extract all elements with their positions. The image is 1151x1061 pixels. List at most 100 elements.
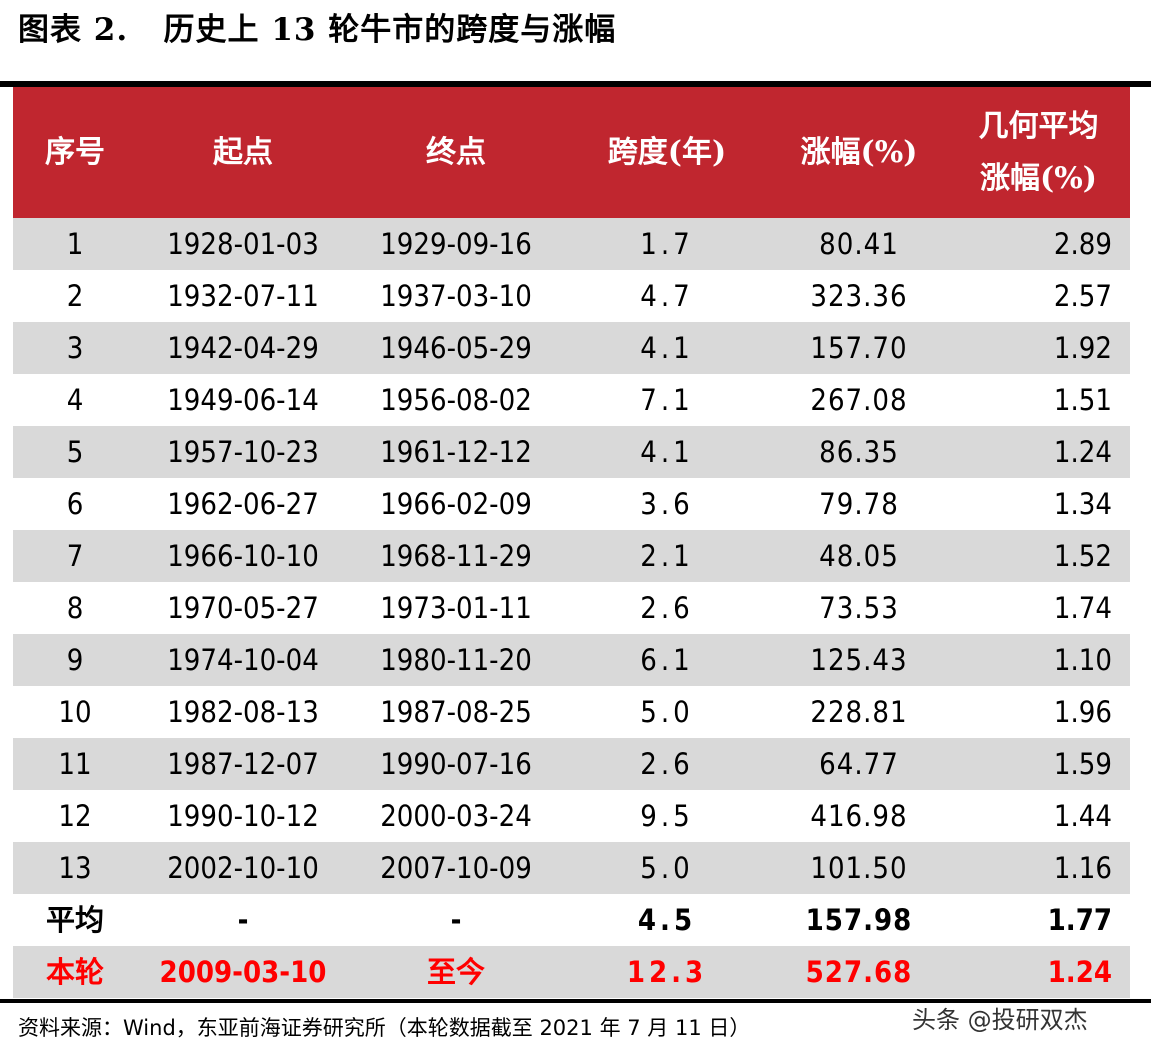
cell-geo-mean-pct: 1.52 <box>1053 539 1112 573</box>
cell-span-years: 3.6 <box>640 487 694 521</box>
cell-index: 本轮 <box>45 955 104 989</box>
cell-end-date: 1966-02-09 <box>380 487 532 521</box>
cell-span-years: 4.1 <box>640 331 694 365</box>
cell-gain-pct: 125.43 <box>810 643 908 677</box>
table-row: 4 1949-06-14 1956-08-02 7.1 267.08 1.51 <box>13 374 1130 426</box>
table-header: 序号 起点 终点 跨度(年) 涨幅(%) 几何平均 涨幅(%) <box>13 87 1130 218</box>
watermark: 头条 @投研双杰 <box>912 1006 1088 1034</box>
cell-start-date: 2009-03-10 <box>159 955 327 989</box>
cell-geo-mean-pct: 1.96 <box>1053 695 1112 729</box>
cell-index: 12 <box>58 799 92 833</box>
table-row: 8 1970-05-27 1973-01-11 2.6 73.53 1.74 <box>13 582 1130 634</box>
cell-start-date: 1966-10-10 <box>167 539 319 573</box>
cell-end-date: - <box>450 903 462 937</box>
cell-span-years: 4.7 <box>640 279 694 313</box>
cell-index: 13 <box>58 851 92 885</box>
cell-index: 6 <box>66 487 84 521</box>
table-row: 13 2002-10-10 2007-10-09 5.0 101.50 1.16 <box>13 842 1130 894</box>
cell-index: 1 <box>66 227 84 261</box>
figure-title: 图表 2. 历史上 13 轮牛市的跨度与涨幅 <box>18 12 617 48</box>
table-row: 5 1957-10-23 1961-12-12 4.1 86.35 1.24 <box>13 426 1130 478</box>
header-index: 序号 <box>45 134 105 170</box>
cell-span-years: 7.1 <box>640 383 694 417</box>
cell-gain-pct: 267.08 <box>810 383 908 417</box>
cell-start-date: 1962-06-27 <box>167 487 319 521</box>
cell-span-years: 2.6 <box>640 747 694 781</box>
cell-end-date: 1929-09-16 <box>380 227 532 261</box>
cell-span-years: 2.6 <box>640 591 694 625</box>
cell-geo-mean-pct: 1.92 <box>1053 331 1112 365</box>
table-row: 7 1966-10-10 1968-11-29 2.1 48.05 1.52 <box>13 530 1130 582</box>
cell-geo-mean-pct: 1.34 <box>1053 487 1112 521</box>
table-row: 12 1990-10-12 2000-03-24 9.5 416.98 1.44 <box>13 790 1130 842</box>
cell-span-years: 1.7 <box>640 227 694 261</box>
cell-index: 9 <box>66 643 84 677</box>
table-row: 11 1987-12-07 1990-07-16 2.6 64.77 1.59 <box>13 738 1130 790</box>
cell-index: 2 <box>66 279 84 313</box>
cell-gain-pct: 416.98 <box>810 799 908 833</box>
table-row: 3 1942-04-29 1946-05-29 4.1 157.70 1.92 <box>13 322 1130 374</box>
cell-start-date: 1982-08-13 <box>167 695 319 729</box>
cell-span-years: 12.3 <box>626 955 708 989</box>
cell-geo-mean-pct: 1.74 <box>1053 591 1112 625</box>
cell-geo-mean-pct: 1.44 <box>1053 799 1112 833</box>
cell-start-date: 1957-10-23 <box>167 435 319 469</box>
cell-geo-mean-pct: 1.24 <box>1047 955 1112 989</box>
cell-start-date: 2002-10-10 <box>167 851 319 885</box>
cell-geo-mean-pct: 1.77 <box>1047 903 1112 937</box>
cell-span-years: 6.1 <box>640 643 694 677</box>
cell-end-date: 1946-05-29 <box>380 331 532 365</box>
cell-index: 4 <box>66 383 84 417</box>
cell-start-date: - <box>237 903 249 937</box>
cell-start-date: 1990-10-12 <box>167 799 319 833</box>
cell-end-date: 2007-10-09 <box>380 851 532 885</box>
bottom-rule <box>0 999 1151 1003</box>
header-gain: 涨幅(%) <box>800 134 918 170</box>
cell-gain-pct: 64.77 <box>819 747 899 781</box>
cell-gain-pct: 157.98 <box>805 903 913 937</box>
current-cycle-row: 本轮 2009-03-10 至今 12.3 527.68 1.24 <box>13 946 1130 998</box>
cell-end-date: 1961-12-12 <box>380 435 532 469</box>
cell-index: 3 <box>66 331 84 365</box>
cell-geo-mean-pct: 2.89 <box>1053 227 1112 261</box>
cell-gain-pct: 86.35 <box>819 435 899 469</box>
cell-gain-pct: 228.81 <box>810 695 908 729</box>
cell-span-years: 4.5 <box>637 903 697 937</box>
cell-end-date: 1937-03-10 <box>380 279 532 313</box>
cell-span-years: 5.0 <box>640 695 694 729</box>
cell-end-date: 1956-08-02 <box>380 383 532 417</box>
cell-span-years: 2.1 <box>640 539 694 573</box>
table-row: 10 1982-08-13 1987-08-25 5.0 228.81 1.96 <box>13 686 1130 738</box>
table-row: 2 1932-07-11 1937-03-10 4.7 323.36 2.57 <box>13 270 1130 322</box>
cell-start-date: 1970-05-27 <box>167 591 319 625</box>
cell-end-date: 1987-08-25 <box>380 695 532 729</box>
cell-start-date: 1987-12-07 <box>167 747 319 781</box>
cell-end-date: 至今 <box>426 955 485 989</box>
cell-start-date: 1928-01-03 <box>167 227 319 261</box>
cell-start-date: 1974-10-04 <box>167 643 319 677</box>
cell-index: 8 <box>66 591 84 625</box>
cell-geo-mean-pct: 1.59 <box>1053 747 1112 781</box>
cell-gain-pct: 48.05 <box>819 539 899 573</box>
table-row: 1 1928-01-03 1929-09-16 1.7 80.41 2.89 <box>13 218 1130 270</box>
cell-span-years: 4.1 <box>640 435 694 469</box>
cell-gain-pct: 73.53 <box>819 591 899 625</box>
cell-gain-pct: 323.36 <box>810 279 908 313</box>
table-row: 6 1962-06-27 1966-02-09 3.6 79.78 1.34 <box>13 478 1130 530</box>
cell-start-date: 1942-04-29 <box>167 331 319 365</box>
cell-gain-pct: 101.50 <box>810 851 908 885</box>
cell-span-years: 5.0 <box>640 851 694 885</box>
cell-span-years: 9.5 <box>640 799 694 833</box>
cell-geo-mean-pct: 1.10 <box>1053 643 1112 677</box>
header-end: 终点 <box>426 134 486 170</box>
cell-index: 平均 <box>45 903 104 937</box>
cell-gain-pct: 527.68 <box>805 955 913 989</box>
cell-gain-pct: 79.78 <box>819 487 899 521</box>
cell-start-date: 1949-06-14 <box>167 383 319 417</box>
cell-end-date: 1968-11-29 <box>380 539 532 573</box>
cell-gain-pct: 80.41 <box>819 227 899 261</box>
cell-index: 11 <box>58 747 92 781</box>
cell-index: 5 <box>66 435 84 469</box>
header-start: 起点 <box>213 134 273 170</box>
header-geo-mean: 几何平均 涨幅(%) <box>978 108 1099 196</box>
